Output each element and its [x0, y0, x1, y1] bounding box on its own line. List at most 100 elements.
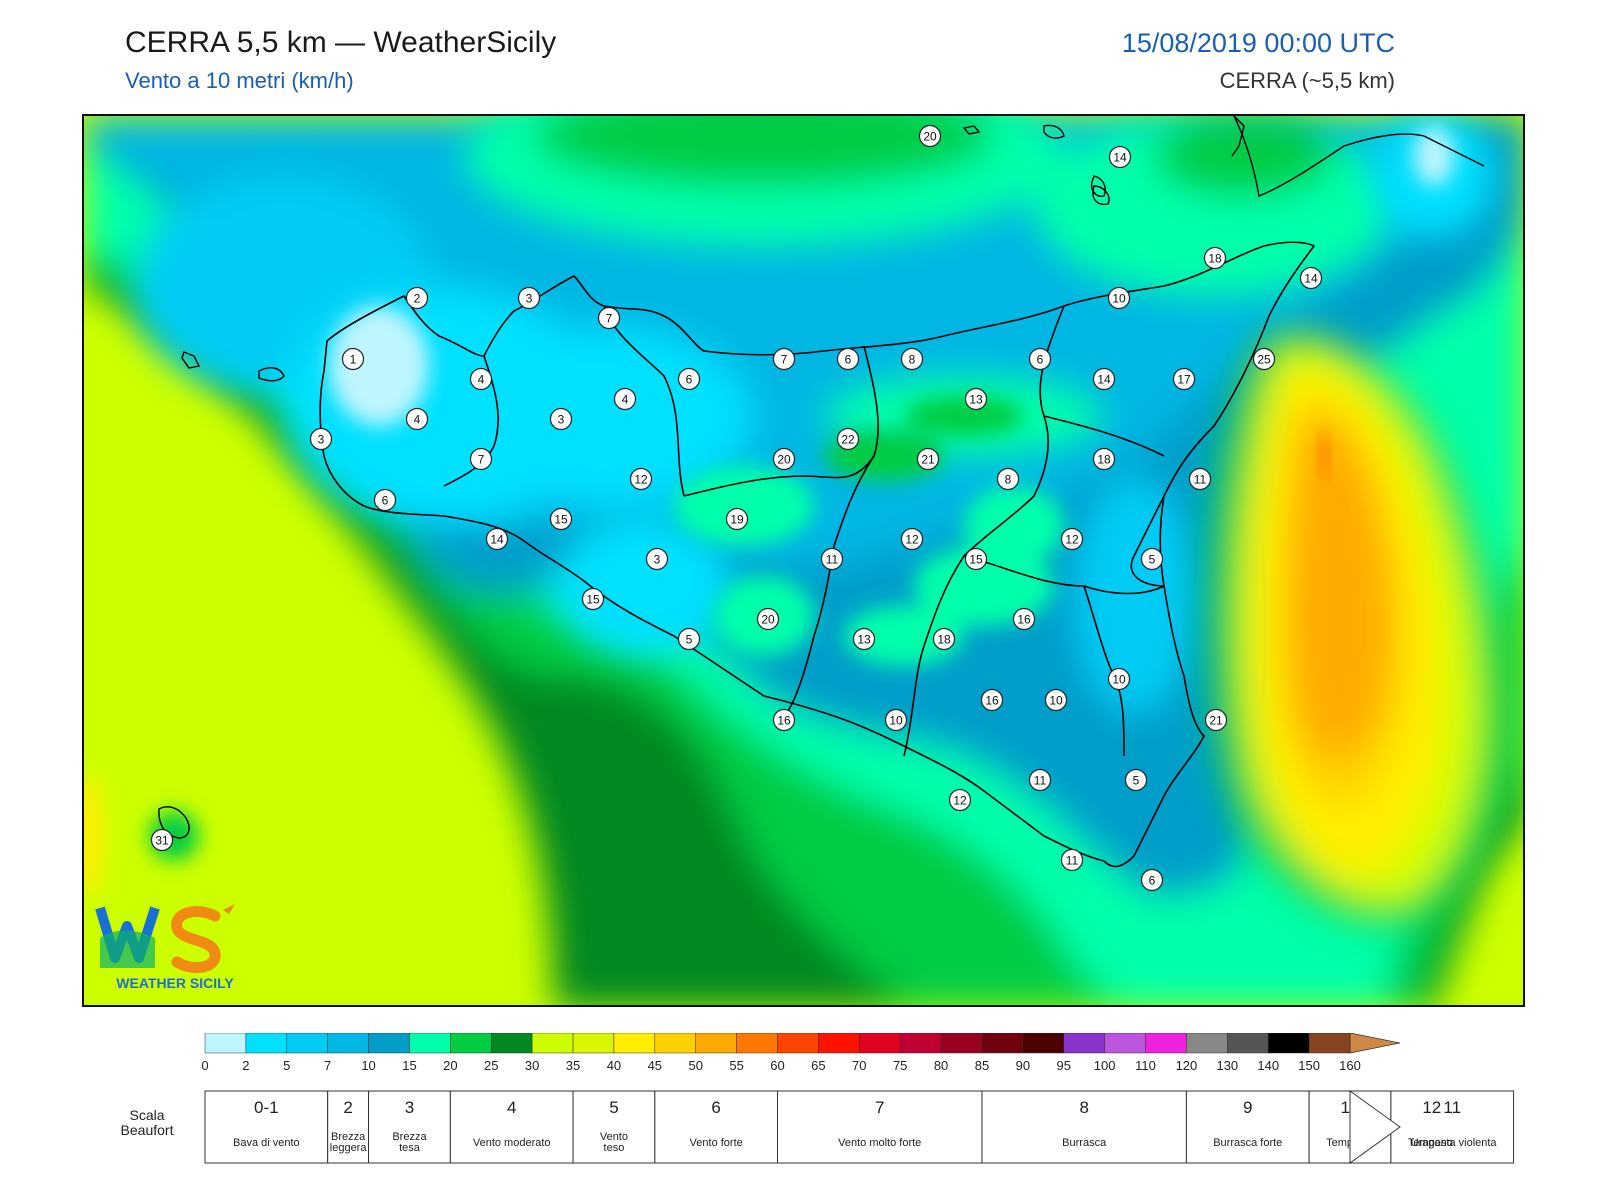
- forecast-datetime: 15/08/2019 00:00 UTC: [1121, 28, 1395, 58]
- station-circle: [1060, 527, 1084, 551]
- color-swatch: [736, 1033, 778, 1054]
- station-marker: 4: [613, 387, 637, 411]
- beaufort-number: 6: [711, 1098, 720, 1117]
- color-scale-arrow: [1349, 1033, 1401, 1054]
- station-value: 12: [634, 473, 648, 487]
- color-swatch: [859, 1033, 901, 1054]
- station-value: 19: [730, 513, 744, 527]
- beaufort-number: 4: [507, 1098, 516, 1117]
- station-circle: [1107, 667, 1131, 691]
- station-value: 7: [478, 453, 485, 467]
- color-swatch: [327, 1033, 369, 1054]
- station-value: 8: [909, 353, 916, 367]
- station-value: 15: [969, 553, 983, 567]
- color-scale-labels: 0 2 5 7 10 15 20 25 30 35 40 45 50 55 60 65 70 75 80 85 90 95…: [201, 1058, 1360, 1073]
- station-value: 6: [382, 494, 389, 508]
- station-circle: [836, 427, 860, 451]
- station-marker: 12: [900, 527, 924, 551]
- station-circle: [1092, 367, 1116, 391]
- color-swatch: [695, 1033, 737, 1054]
- beaufort-name: Vento molto forte: [838, 1137, 921, 1149]
- beaufort-cell: [368, 1090, 451, 1164]
- station-marker: 18: [1203, 246, 1227, 270]
- station-value: 1: [350, 353, 357, 367]
- color-scale-tick: 55: [729, 1058, 743, 1073]
- station-marker: 20: [756, 607, 780, 631]
- station-marker: 2: [405, 286, 429, 310]
- station-value: 12: [1065, 533, 1079, 547]
- station-marker: 25: [1252, 347, 1276, 371]
- beaufort-number: 2: [343, 1098, 352, 1117]
- color-swatch: [531, 1033, 574, 1054]
- station-circle: [948, 788, 972, 812]
- station-value: 13: [857, 633, 871, 647]
- beaufort-cell: [449, 1090, 574, 1164]
- station-value: 11: [1066, 854, 1079, 868]
- beaufort-class: 9 Burrasca forte: [1185, 1090, 1310, 1164]
- color-scale-tick: 70: [852, 1058, 866, 1073]
- beaufort-number: 9: [1243, 1098, 1252, 1117]
- beaufort-class: 4 Vento moderato: [449, 1090, 574, 1164]
- station-value: 18: [937, 633, 951, 647]
- color-scale-tick: 90: [1016, 1058, 1030, 1073]
- station-marker: 16: [980, 688, 1004, 712]
- station-value: 11: [1034, 774, 1047, 788]
- station-marker: 5: [1140, 547, 1164, 571]
- station-marker: 12: [948, 788, 972, 812]
- color-scale-tick: 35: [566, 1058, 580, 1073]
- station-value: 15: [586, 593, 600, 607]
- station-marker: 15: [964, 547, 988, 571]
- color-swatch: [450, 1033, 492, 1054]
- station-value: 5: [686, 633, 693, 647]
- station-marker: 6: [373, 488, 397, 512]
- station-value: 8: [1005, 473, 1012, 487]
- color-swatch: [613, 1033, 656, 1054]
- color-swatch: [368, 1033, 410, 1054]
- station-circle: [884, 708, 908, 732]
- station-marker: 19: [725, 507, 749, 531]
- station-value: 22: [841, 433, 855, 447]
- color-swatch: [940, 1033, 983, 1054]
- station-marker: 11: [820, 547, 844, 571]
- station-value: 10: [1049, 694, 1063, 708]
- model-label: CERRA (~5,5 km): [1219, 68, 1395, 93]
- station-value: 4: [478, 373, 485, 387]
- color-scale-tick: 0: [201, 1058, 208, 1073]
- beaufort-name: Burrasca: [1062, 1137, 1107, 1149]
- station-marker: 14: [1092, 367, 1116, 391]
- station-marker: 13: [964, 387, 988, 411]
- station-circle: [677, 627, 701, 651]
- station-marker: 4: [469, 367, 493, 391]
- beaufort-name: Vento forte: [690, 1137, 743, 1149]
- station-marker: 7: [597, 306, 621, 330]
- station-marker: 8: [996, 467, 1020, 491]
- station-value: 15: [554, 513, 568, 527]
- beaufort-class: 7 Vento molto forte: [777, 1090, 983, 1164]
- station-value: 5: [1133, 774, 1140, 788]
- station-marker: 14: [485, 527, 509, 551]
- beaufort-class: 11 Tempesta violenta: [1390, 1090, 1515, 1164]
- color-scale-tick: 75: [893, 1058, 907, 1073]
- color-swatch: [409, 1033, 451, 1054]
- beaufort-cell: [777, 1090, 983, 1164]
- station-circle: [1028, 768, 1052, 792]
- station-circle: [900, 347, 924, 371]
- color-swatch: [1104, 1033, 1146, 1054]
- station-circle: [1108, 145, 1132, 169]
- station-marker: 7: [772, 347, 796, 371]
- station-marker: 20: [772, 447, 796, 471]
- color-swatch: [245, 1033, 288, 1054]
- color-swatch: [899, 1033, 942, 1054]
- beaufort-name: Tempesta violenta: [1408, 1137, 1498, 1149]
- station-marker: 18: [1092, 447, 1116, 471]
- station-circle: [1172, 367, 1196, 391]
- station-marker: 12: [629, 467, 653, 491]
- station-marker: 6: [677, 367, 701, 391]
- station-marker: 10: [1107, 667, 1131, 691]
- station-value: 11: [1194, 473, 1207, 487]
- beaufort-number: 7: [875, 1098, 884, 1117]
- color-swatch: [1308, 1033, 1351, 1054]
- color-scale-tick: 85: [975, 1058, 989, 1073]
- station-circle: [677, 367, 701, 391]
